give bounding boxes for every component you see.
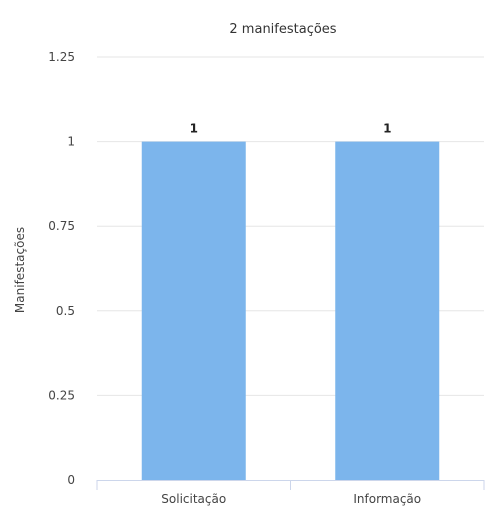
bar-data-label: 1 <box>190 122 198 136</box>
y-tick-label: 1.25 <box>48 50 75 64</box>
bar-data-label: 1 <box>383 122 391 136</box>
y-tick-label: 0.75 <box>48 219 75 233</box>
x-tick-label: Informação <box>353 492 421 506</box>
x-tick-label: Solicitação <box>161 492 226 506</box>
bar[interactable] <box>335 141 440 480</box>
y-tick-labels: 0 0.25 0.5 0.75 1 1.25 <box>48 50 75 487</box>
y-tick-label: 0.25 <box>48 388 75 402</box>
bar[interactable] <box>141 141 246 480</box>
bars <box>141 141 440 480</box>
x-axis-ticks <box>96 480 485 490</box>
x-tick-labels: Solicitação Informação <box>161 492 421 506</box>
chart-title: 2 manifestações <box>229 22 336 37</box>
y-tick-label: 0 <box>67 473 75 487</box>
y-tick-label: 0.5 <box>56 304 75 318</box>
y-axis-title: Manifestações <box>13 227 27 313</box>
y-tick-label: 1 <box>67 135 75 149</box>
